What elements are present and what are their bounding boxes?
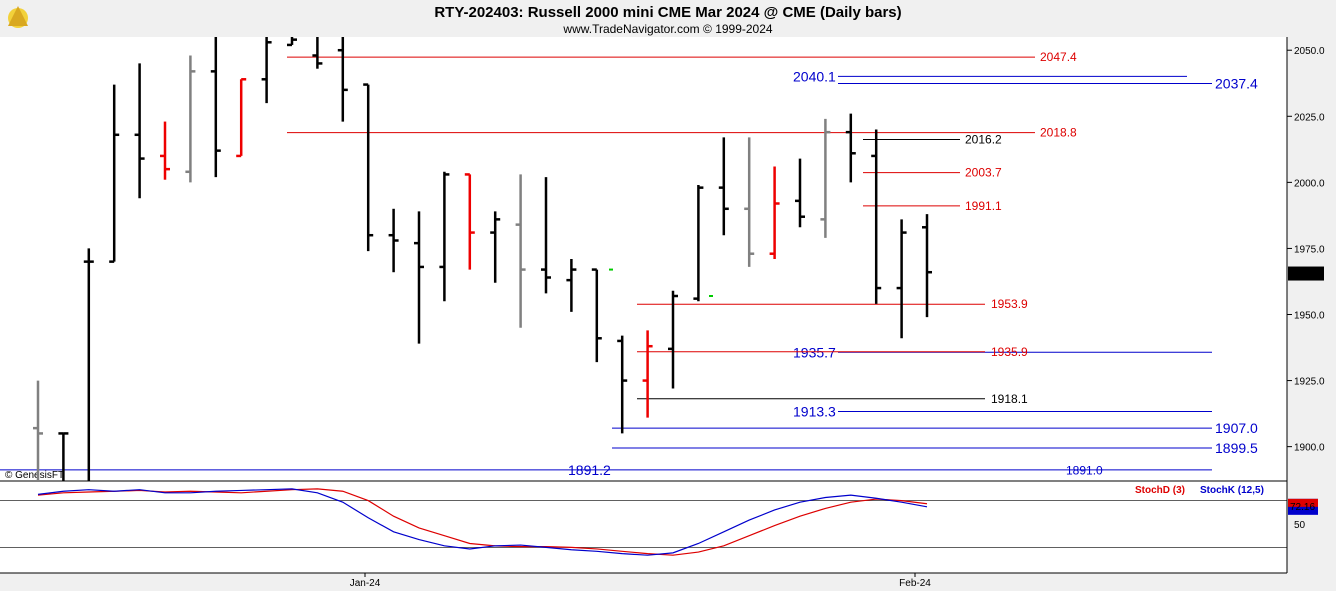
level-label-13: 1899.5 [1215, 440, 1258, 456]
ytick-label-4: 1950.0 [1294, 311, 1325, 322]
stoch-last-box-red [1288, 498, 1318, 507]
stochastic-panel: 50 StochD (3) StochK (12,5) 72.16 [0, 485, 1318, 556]
chart-title: RTY-202403: Russell 2000 mini CME Mar 20… [434, 4, 901, 21]
level-label-7: 1953.9 [991, 297, 1028, 311]
last-price-label: 1965.5 [1290, 270, 1321, 281]
level-label-0: 2047.4 [1040, 50, 1077, 64]
ytick-label-5: 1925.0 [1294, 377, 1325, 388]
level-label-12: 1907.0 [1215, 420, 1258, 436]
last-price-box [1288, 266, 1324, 281]
stoch-series-1 [37, 488, 928, 556]
stoch-panel [0, 481, 1287, 573]
ytick-label-3: 1975.0 [1294, 244, 1325, 255]
ohlc-bars [33, 37, 932, 481]
level-label-3: 2018.8 [1040, 126, 1077, 140]
chart-subtitle: www.TradeNavigator.com © 1999-2024 [562, 22, 772, 36]
level-label-10: 1918.1 [991, 392, 1028, 406]
level-label-4: 2016.2 [965, 133, 1002, 147]
level-label-5: 2003.7 [965, 166, 1002, 180]
price-panel [0, 37, 1287, 481]
level-label-11: 1913.3 [793, 403, 836, 419]
level-label-6: 1991.1 [965, 199, 1002, 213]
ytick-label-6: 1900.0 [1294, 443, 1325, 454]
level-label-15: 1891.0 [1066, 463, 1103, 477]
level-label-1: 2040.1 [793, 68, 836, 84]
price-y-axis: 2050.0 2025.0 2000.0 1975.0 1950.0 1925.0 1900… [1287, 46, 1325, 454]
stoch-series-0 [37, 488, 928, 556]
genesis-watermark: © GenesisFT [5, 470, 64, 481]
legend-stochd: StochD (3) [1135, 485, 1185, 496]
ytick-label-2: 2000.0 [1294, 178, 1325, 189]
level-label-2: 2037.4 [1215, 76, 1258, 92]
stoch-ytick-label-0: 50 [1294, 520, 1306, 531]
ytick-label-0: 2050.0 [1294, 46, 1325, 57]
xtick-label-1: Feb-24 [899, 578, 931, 589]
legend-stochk: StochK (12,5) [1200, 485, 1264, 496]
level-lines: 2047.4 2040.1 2037.4 2018.8 2016.2 2003.7 1991… [0, 50, 1258, 478]
trade-navigator-logo-icon [8, 6, 28, 28]
stoch-last-label: 72.16 [1290, 502, 1315, 513]
level-label-14: 1891.2 [568, 462, 611, 478]
xtick-label-0: Jan-24 [350, 578, 381, 589]
date-x-axis: Jan-24 Feb-24 [350, 573, 931, 589]
level-label-9: 1935.9 [991, 345, 1028, 359]
level-label-8: 1935.7 [793, 344, 836, 360]
ytick-label-1: 2025.0 [1294, 112, 1325, 123]
